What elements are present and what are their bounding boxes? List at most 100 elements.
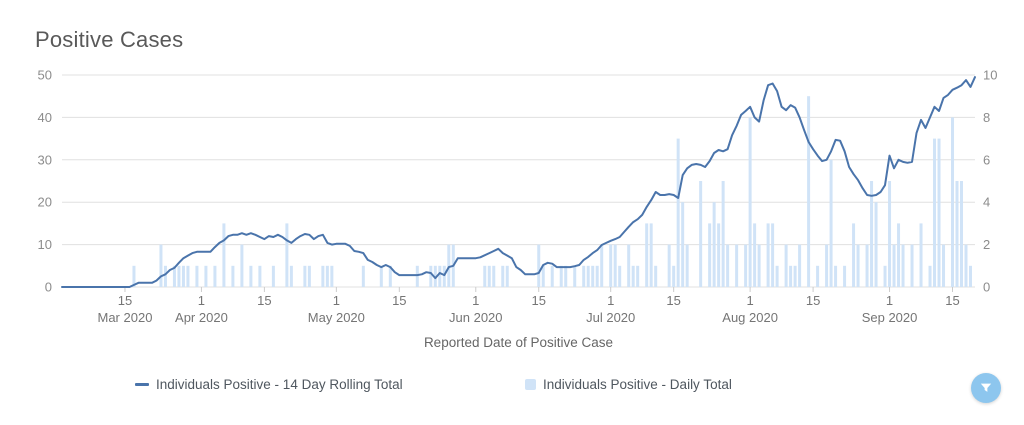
daily-total-bar — [798, 244, 802, 287]
svg-text:10: 10 — [38, 237, 52, 252]
daily-total-bar — [807, 96, 811, 287]
daily-total-bar — [582, 265, 586, 287]
daily-total-bar — [537, 244, 541, 287]
svg-text:15: 15 — [392, 293, 406, 308]
daily-total-bar — [883, 265, 887, 287]
svg-text:15: 15 — [945, 293, 959, 308]
daily-total-bar — [231, 265, 235, 287]
x-axis-title: Reported Date of Positive Case — [423, 335, 614, 350]
daily-total-bar — [856, 244, 860, 287]
daily-total-bar — [744, 244, 748, 287]
daily-total-bar — [204, 265, 208, 287]
daily-total-bar — [379, 265, 383, 287]
daily-total-bar — [573, 265, 577, 287]
daily-total-bar — [685, 244, 689, 287]
svg-text:15: 15 — [666, 293, 680, 308]
line-series-swatch — [135, 383, 149, 386]
svg-text:1: 1 — [607, 293, 614, 308]
daily-total-bar — [388, 265, 392, 287]
daily-total-bar — [789, 265, 793, 287]
daily-total-bar — [892, 244, 896, 287]
filter-button[interactable] — [971, 373, 1001, 403]
daily-total-bar — [289, 265, 293, 287]
daily-total-bar — [955, 181, 959, 287]
legend-label-daily-total: Individuals Positive - Daily Total — [543, 377, 732, 392]
chart-title: Positive Cases — [35, 27, 184, 52]
daily-total-bar — [429, 265, 433, 287]
daily-total-bar — [874, 202, 878, 287]
svg-text:8: 8 — [983, 110, 990, 125]
gridlines — [62, 74, 975, 288]
daily-total-bar — [825, 244, 829, 287]
legend-label-rolling-total: Individuals Positive - 14 Day Rolling To… — [156, 377, 403, 392]
daily-total-bar — [415, 265, 419, 287]
svg-text:Apr 2020: Apr 2020 — [175, 310, 228, 325]
y-axis-left-labels: 0 10 20 30 40 50 — [38, 68, 52, 295]
daily-total-bar — [928, 265, 932, 287]
daily-total-bar — [726, 244, 730, 287]
svg-text:May 2020: May 2020 — [308, 310, 365, 325]
daily-total-bar — [834, 265, 838, 287]
svg-text:1: 1 — [333, 293, 340, 308]
svg-text:15: 15 — [806, 293, 820, 308]
daily-total-bar — [361, 265, 365, 287]
daily-total-bar — [222, 223, 226, 287]
x-axis: 15 Mar 2020 1 Apr 2020 15 1 May 2020 15 1 Jun 202… — [98, 287, 960, 325]
daily-total-bar — [645, 223, 649, 287]
daily-total-bar — [888, 181, 892, 287]
svg-text:20: 20 — [38, 195, 52, 210]
daily-total-bar — [708, 223, 712, 287]
daily-total-bar — [132, 265, 136, 287]
svg-text:4: 4 — [983, 195, 990, 210]
daily-total-bar — [600, 244, 604, 287]
daily-total-bar — [753, 223, 757, 287]
svg-text:6: 6 — [983, 152, 990, 167]
svg-text:1: 1 — [472, 293, 479, 308]
daily-total-bar — [667, 244, 671, 287]
daily-total-bar — [564, 265, 568, 287]
svg-text:15: 15 — [532, 293, 546, 308]
daily-total-bar — [933, 138, 937, 287]
daily-total-bar — [757, 244, 761, 287]
daily-total-bar — [649, 223, 653, 287]
daily-total-bar — [172, 265, 176, 287]
legend-item-daily-total[interactable]: Individuals Positive - Daily Total — [525, 377, 732, 392]
daily-total-bar — [618, 265, 622, 287]
daily-total-bar — [591, 265, 595, 287]
daily-total-bar — [937, 138, 941, 287]
legend-item-rolling-total[interactable]: Individuals Positive - 14 Day Rolling To… — [135, 377, 403, 392]
daily-total-bar — [492, 265, 496, 287]
daily-total-bar — [442, 265, 446, 287]
daily-total-bar — [483, 265, 487, 287]
daily-total-bar — [960, 181, 964, 287]
daily-total-bar — [321, 265, 325, 287]
daily-total-bar — [942, 244, 946, 287]
daily-total-bar — [271, 265, 275, 287]
daily-total-bar — [721, 181, 725, 287]
daily-total-bars[interactable] — [132, 96, 973, 288]
rolling-total-line[interactable] — [61, 76, 976, 288]
daily-total-bar — [181, 265, 185, 287]
daily-total-bar — [586, 265, 590, 287]
daily-total-bar — [258, 265, 262, 287]
svg-text:40: 40 — [38, 110, 52, 125]
bar-series-swatch — [525, 379, 536, 390]
svg-text:0: 0 — [45, 280, 52, 295]
daily-total-bar — [627, 244, 631, 287]
daily-total-bar — [307, 265, 311, 287]
daily-total-bar — [285, 223, 289, 287]
daily-total-bar — [919, 223, 923, 287]
daily-total-bar — [613, 244, 617, 287]
daily-total-bar — [541, 265, 545, 287]
daily-total-bar — [771, 223, 775, 287]
daily-total-bar — [195, 265, 199, 287]
daily-total-bar — [816, 265, 820, 287]
daily-total-bar — [865, 244, 869, 287]
svg-text:10: 10 — [983, 68, 997, 83]
daily-total-bar — [766, 223, 770, 287]
svg-text:30: 30 — [38, 152, 52, 167]
daily-total-bar — [901, 244, 905, 287]
daily-total-bar — [438, 265, 442, 287]
daily-total-bar — [784, 244, 788, 287]
daily-total-bar — [501, 265, 505, 287]
